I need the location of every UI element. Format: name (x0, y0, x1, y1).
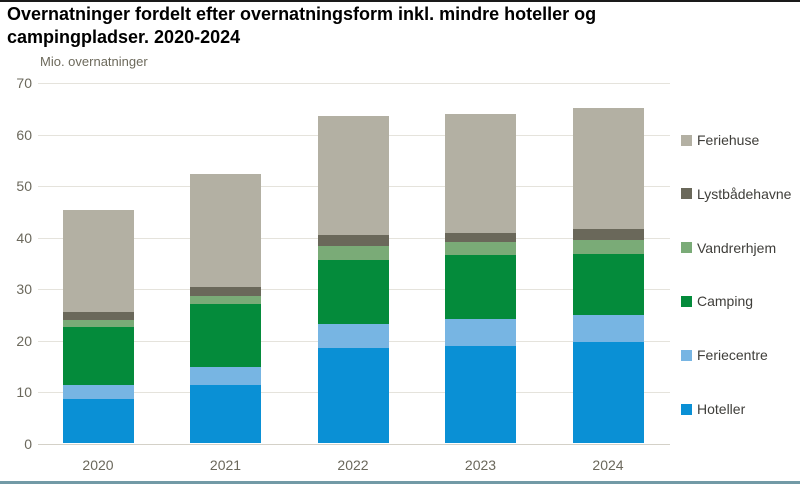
y-axis-tick-label: 40 (16, 229, 32, 246)
legend-item-hoteller[interactable]: Hoteller (681, 401, 745, 417)
bottom-divider (0, 481, 800, 484)
bar-segment-feriecentre-2023[interactable] (445, 319, 516, 347)
bar-segment-lystbådehavne-2023[interactable] (445, 232, 516, 242)
y-axis-unit-label: Mio. overnatninger (40, 54, 148, 69)
bar-segment-camping-2022[interactable] (317, 260, 389, 325)
bar-segment-hoteller-2022[interactable] (317, 348, 389, 444)
legend-swatch-icon (681, 295, 692, 307)
bar-segment-lystbådehavne-2024[interactable] (572, 228, 644, 241)
y-axis-tick-label: 50 (16, 178, 32, 194)
legend-label: Lystbådehavne (697, 185, 792, 202)
legend-swatch-icon (681, 134, 692, 146)
bar-segment-camping-2024[interactable] (572, 254, 644, 316)
x-axis-tick-label-2021: 2021 (209, 457, 242, 473)
y-axis-tick-label: 30 (16, 281, 32, 297)
bar-segment-hoteller-2023[interactable] (445, 346, 516, 444)
bar-segment-feriecentre-2020[interactable] (62, 384, 134, 400)
legend-label: Hoteller (697, 401, 746, 417)
x-axis-tick-label-2022: 2022 (337, 457, 369, 473)
y-axis-tick-label: 70 (16, 75, 32, 91)
bar-segment-hoteller-2020[interactable] (62, 399, 134, 444)
gridline-y-0 (38, 443, 670, 445)
gridline-y-70 (38, 83, 670, 84)
chart-title-line2: campingpladser. 2020-2024 (7, 27, 241, 47)
y-axis-tick-label: 0 (24, 435, 32, 452)
x-axis-tick-label-2020: 2020 (82, 457, 114, 473)
legend-label: Feriehuse (697, 132, 760, 148)
legend-label: Vandrerhjem (697, 239, 777, 256)
bar-segment-camping-2020[interactable] (62, 327, 134, 385)
bar-segment-feriecentre-2022[interactable] (317, 324, 389, 349)
legend-item-vandrerhjem[interactable]: Vandrerhjem (681, 240, 776, 256)
chart-title: Overnatninger fordelt efter overnatnings… (7, 3, 767, 49)
legend-swatch-icon (681, 403, 692, 415)
legend-swatch-icon (681, 242, 692, 254)
bar-segment-feriehuse-2021[interactable] (190, 174, 261, 288)
bar-segment-lystbådehavne-2022[interactable] (317, 234, 389, 247)
y-axis-tick-label: 60 (16, 126, 32, 143)
bar-segment-vandrerhjem-2023[interactable] (445, 241, 516, 255)
bar-segment-feriecentre-2024[interactable] (572, 315, 644, 342)
legend-item-lystbådehavne[interactable]: Lystbådehavne (681, 186, 791, 202)
legend-item-camping[interactable]: Camping (681, 293, 753, 309)
bar-segment-vandrerhjem-2022[interactable] (317, 246, 389, 261)
legend-item-feriecentre[interactable]: Feriecentre (681, 347, 768, 363)
legend-swatch-icon (681, 188, 692, 200)
bar-segment-lystbådehavne-2020[interactable] (62, 312, 134, 321)
bar-segment-feriehuse-2023[interactable] (445, 113, 516, 233)
chart-title-line1: Overnatninger fordelt efter overnatnings… (7, 4, 597, 24)
y-axis-tick-label: 20 (16, 332, 32, 349)
bar-segment-feriehuse-2024[interactable] (572, 108, 644, 229)
top-divider (0, 0, 800, 2)
bar-segment-feriehuse-2022[interactable] (317, 115, 389, 235)
legend-item-feriehuse[interactable]: Feriehuse (681, 132, 759, 148)
bar-segment-vandrerhjem-2020[interactable] (62, 320, 134, 328)
bar-segment-camping-2023[interactable] (445, 255, 516, 320)
bar-segment-camping-2021[interactable] (190, 304, 261, 367)
bar-segment-feriecentre-2021[interactable] (190, 366, 261, 385)
bar-segment-lystbådehavne-2021[interactable] (190, 287, 261, 297)
bar-segment-hoteller-2024[interactable] (572, 341, 644, 444)
bar-segment-vandrerhjem-2021[interactable] (190, 296, 261, 305)
legend-label: Camping (697, 293, 754, 310)
x-axis-tick-label-2023: 2023 (464, 457, 497, 473)
bar-segment-hoteller-2021[interactable] (190, 384, 261, 444)
bar-segment-feriehuse-2020[interactable] (62, 210, 134, 313)
legend-label: Feriecentre (697, 347, 768, 364)
bar-segment-vandrerhjem-2024[interactable] (572, 240, 644, 255)
y-axis-tick-label: 10 (16, 384, 32, 400)
x-axis-tick-label-2024: 2024 (592, 457, 624, 473)
legend-swatch-icon (681, 349, 692, 361)
